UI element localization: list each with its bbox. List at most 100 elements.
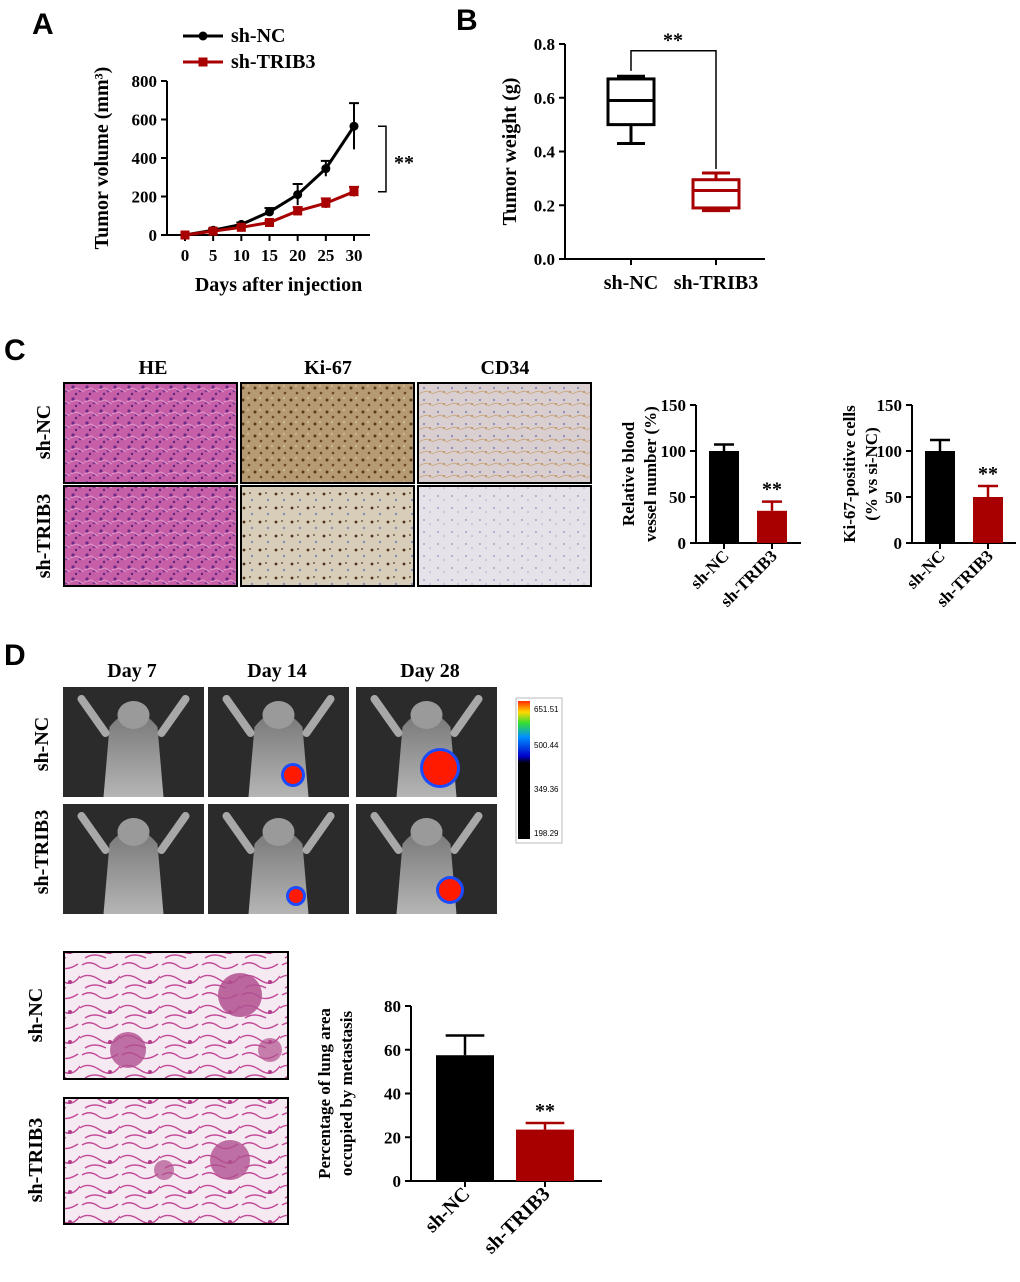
significance-bracket <box>630 49 717 169</box>
x-axis-label: Days after injection <box>195 274 362 296</box>
y-axis-label: Percentage of lung area <box>315 1008 334 1179</box>
histology-row-nc: sh-NC <box>33 405 55 459</box>
y-tick-label: 0 <box>393 1172 402 1191</box>
box <box>691 178 741 210</box>
y-axis-label: Tumor volume (mm³) <box>91 67 113 250</box>
data-point <box>321 164 331 174</box>
legend-label: sh-NC <box>231 25 285 47</box>
y-tick-label: 50 <box>669 488 686 507</box>
lung-metastasis-nodule <box>110 1032 146 1068</box>
imaging-col-day28: Day 28 <box>400 660 459 682</box>
y-tick-label: 0.4 <box>534 143 556 162</box>
x-tick-label: 5 <box>209 246 218 265</box>
histology-col-cd34: CD34 <box>481 357 530 379</box>
lung-sections <box>63 951 289 1225</box>
bar <box>516 1129 574 1181</box>
panel-b-label: B <box>456 4 478 37</box>
x-tick-label: sh-NC <box>687 546 733 592</box>
micrograph-cd34-nc <box>417 382 592 484</box>
y-tick-label: 0.8 <box>534 35 555 54</box>
signal-core <box>439 879 461 901</box>
y-tick-label: 0 <box>678 534 687 553</box>
micrograph-he-nc <box>63 382 238 484</box>
mouse-head <box>410 818 443 846</box>
data-point <box>265 207 274 217</box>
chart-b: 0.0 0.2 0.4 0.6 0.8 Tumor weight (g) sh-NC sh-T… <box>499 30 765 294</box>
lung-metastasis-nodule <box>154 1160 174 1180</box>
x-tick-label: 15 <box>261 246 278 265</box>
mouse-silhouette <box>103 829 164 914</box>
bar <box>973 497 1003 543</box>
panel-d: D Day 7 Day 14 Day 28 sh-NC sh-TRIB3 651… <box>4 639 602 1258</box>
significance-label: ** <box>394 152 414 174</box>
y-tick-label: 0.6 <box>534 89 555 108</box>
y-axis-label: (% vs si-NC) <box>862 427 881 521</box>
y-axis-label: Relative blood <box>619 421 638 526</box>
data-point <box>236 222 246 232</box>
data-point <box>293 206 303 216</box>
imaging-col-day14: Day 14 <box>247 660 306 682</box>
y-axis-label: vessel number (%) <box>641 406 660 542</box>
y-tick-label: 50 <box>885 488 902 507</box>
mouse-limbs <box>222 695 335 737</box>
mouse-limbs <box>370 695 483 737</box>
lung-row-trib3: sh-TRIB3 <box>25 1118 47 1202</box>
y-tick-label: 150 <box>661 396 687 415</box>
y-tick-label: 0 <box>149 226 158 245</box>
lung-section-nc <box>63 951 289 1080</box>
bar <box>709 451 739 543</box>
micrograph-cd34-trib3 <box>417 485 592 587</box>
y-tick-label: 60 <box>384 1041 401 1060</box>
micrograph-he-trib3 <box>63 485 238 587</box>
panel-c-label: C <box>4 334 26 367</box>
y-tick-label: 400 <box>132 149 158 168</box>
x-tick-label: 30 <box>346 246 363 265</box>
mouse-head <box>262 818 295 846</box>
lung-metastasis-nodule <box>210 1140 250 1180</box>
significance-label: ** <box>762 479 782 501</box>
lung-section-trib3 <box>63 1097 289 1225</box>
colorbar-v3: 349.36 <box>534 785 559 794</box>
legend-label: sh-TRIB3 <box>231 51 315 73</box>
y-tick-label: 150 <box>877 396 903 415</box>
x-tick-label: 0 <box>181 246 190 265</box>
x-tick-label: sh-NC <box>604 272 658 294</box>
data-point <box>349 121 359 131</box>
bar <box>757 510 787 543</box>
colorbar-max: 651.51 <box>534 705 559 714</box>
signal-core <box>423 751 457 785</box>
imaging-row-nc: sh-NC <box>31 717 53 771</box>
significance-label: ** <box>535 1100 555 1122</box>
mouse-head <box>262 701 295 729</box>
y-tick-label: 200 <box>132 188 158 207</box>
y-axis-label: Ki-67-positive cells <box>840 405 859 543</box>
significance-label: ** <box>663 30 683 52</box>
y-tick-label: 40 <box>384 1085 401 1104</box>
chart-d-lung: 0 20 40 60 80 sh-NC sh-TRIB3 ** Percentage of lu… <box>315 997 602 1258</box>
imaging-col-day7: Day 7 <box>107 660 156 682</box>
colorbar-v2: 500.44 <box>534 741 559 750</box>
histology-row-trib3: sh-TRIB3 <box>33 494 55 578</box>
y-tick-label: 0.0 <box>534 250 555 269</box>
x-tick-label: sh-TRIB3 <box>479 1183 554 1258</box>
x-tick-label: 20 <box>289 246 306 265</box>
signal-core <box>284 766 302 784</box>
x-tick-label: sh-NC <box>903 546 949 592</box>
data-point <box>208 226 218 236</box>
colorbar-min: 198.29 <box>534 829 559 838</box>
significance-label: ** <box>978 463 998 485</box>
colorbar: 651.51 500.44 349.36 198.29 <box>515 697 563 844</box>
mouse-head <box>410 701 443 729</box>
y-tick-label: 0.2 <box>534 196 555 215</box>
mouse-limbs <box>370 812 483 854</box>
x-tick-label: sh-TRIB3 <box>674 272 758 294</box>
mouse-head <box>117 701 150 729</box>
data-point <box>265 217 274 227</box>
lung-row-nc: sh-NC <box>25 988 47 1042</box>
bar <box>436 1055 494 1181</box>
y-tick-label: 100 <box>877 442 903 461</box>
panel-c: C HE Ki-67 CD34 sh-NC sh-TRIB3 0 50 100 150… <box>4 334 1016 611</box>
y-tick-label: 0 <box>894 534 903 553</box>
x-tick-label: 25 <box>317 246 334 265</box>
